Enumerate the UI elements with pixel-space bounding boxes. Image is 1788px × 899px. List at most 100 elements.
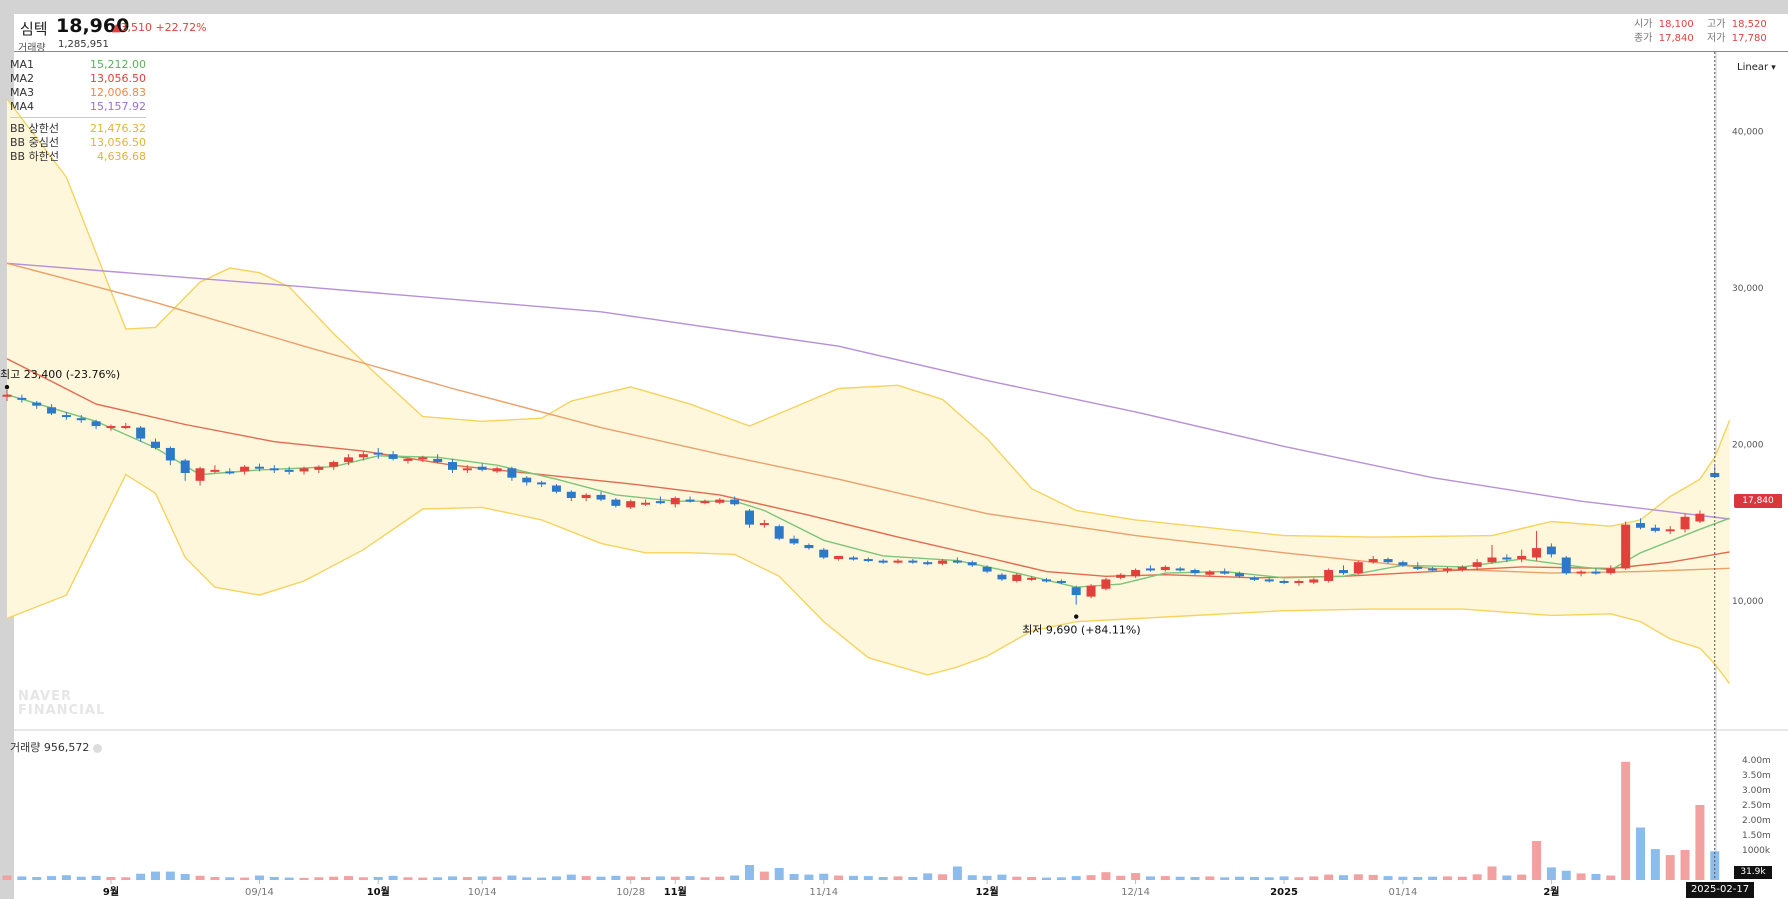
volume-bar-113 (1680, 850, 1690, 880)
candle-91 (1353, 562, 1363, 574)
volume-bar-20 (299, 877, 309, 880)
annotation-marker-0 (4, 384, 10, 390)
x-tick-label-6: 11/14 (809, 887, 838, 898)
volume-bar-103 (1532, 841, 1542, 880)
volume-bar-90 (1339, 875, 1348, 880)
candle-15 (225, 471, 235, 474)
volume-tick-label-2: 2.00m (1742, 816, 1771, 826)
candle-85 (1264, 579, 1274, 582)
legend-ma2[interactable]: MA2 13,056.50 (10, 72, 146, 85)
volume-bar-37 (551, 876, 561, 880)
volume-bar-2 (32, 877, 42, 880)
candle-2 (32, 402, 42, 406)
candle-36 (537, 482, 547, 485)
volume-tick-label-4: 3.00m (1742, 786, 1771, 796)
candle-5 (76, 418, 86, 421)
annotation-label-1: 최저 9,690 (+84.11%) (1022, 624, 1140, 637)
candle-102 (1517, 555, 1527, 560)
volume-bar-68 (1012, 876, 1022, 880)
candle-58 (863, 559, 873, 562)
candle-110 (1636, 523, 1645, 528)
candle-10 (151, 441, 160, 448)
candle-11 (165, 447, 175, 461)
volume-bar-41 (611, 875, 621, 880)
x-tick-label-10: 01/14 (1388, 887, 1417, 898)
candle-7 (106, 426, 116, 429)
candle-25 (373, 452, 383, 455)
volume-bar-93 (1383, 876, 1393, 880)
candle-21 (314, 466, 324, 470)
volume-value: 1,285,951 (58, 39, 109, 50)
volume-bar-39 (581, 876, 591, 880)
volume-bar-56 (834, 875, 844, 880)
candle-26 (388, 454, 398, 459)
volume-bar-70 (1042, 877, 1051, 880)
candle-96 (1428, 568, 1438, 571)
volume-label: 거래량 (18, 43, 46, 54)
candle-88 (1309, 579, 1319, 583)
candle-33 (492, 468, 502, 472)
candle-48 (715, 499, 725, 503)
volume-bar-25 (373, 877, 383, 880)
candle-53 (789, 538, 799, 544)
price-tick-label-3: 40,000 (1732, 127, 1764, 137)
stock-price: 18,960 (56, 15, 130, 37)
annotation-label-0: 최고 23,400 (-23.76%) (0, 368, 120, 381)
bollinger-band-fill (7, 99, 1730, 684)
candle-24 (358, 454, 368, 458)
volume-bar-101 (1502, 875, 1512, 880)
candle-87 (1294, 580, 1304, 583)
bb-lower-line (6, 473, 1731, 685)
volume-bar-59 (878, 877, 888, 880)
legend-bb-lower[interactable]: BB 하한선 4,636.68 (10, 150, 146, 163)
volume-bar-110 (1636, 827, 1645, 880)
settings-dot-icon[interactable] (93, 743, 103, 753)
volume-bar-65 (967, 875, 977, 880)
volume-bar-33 (492, 876, 502, 880)
legend-ma3[interactable]: MA3 12,006.83 (10, 86, 146, 99)
x-tick-label-4: 10/28 (616, 887, 645, 898)
volume-bar-50 (745, 865, 754, 880)
stock-header: 심텍 18,960 ▲3,510 +22.72% 거래량 1,285,951 시… (14, 14, 1788, 54)
volume-bar-64 (952, 866, 962, 880)
volume-bar-44 (655, 876, 665, 880)
volume-bar-67 (997, 874, 1007, 880)
volume-bar-84 (1249, 877, 1259, 880)
volume-bar-107 (1591, 874, 1601, 880)
candle-113 (1680, 516, 1690, 530)
volume-bar-61 (908, 877, 918, 880)
volume-bar-55 (819, 873, 829, 880)
volume-bar-114 (1695, 805, 1705, 880)
legend-ma1[interactable]: MA1 15,212.00 (10, 58, 146, 71)
volume-bar-38 (566, 874, 576, 880)
legend-ma4[interactable]: MA4 15,157.92 (10, 100, 146, 113)
legend-bb-middle[interactable]: BB 중심선 13,056.50 (10, 136, 146, 149)
volume-bar-51 (759, 871, 769, 880)
candle-92 (1368, 559, 1378, 563)
naver-financial-watermark: NAVER FINANCIAL (18, 689, 106, 718)
candle-39 (581, 494, 591, 499)
scale-mode-button[interactable]: Linear ▾ (1737, 62, 1776, 73)
volume-bar-95 (1413, 877, 1423, 880)
volume-bar-66 (982, 875, 992, 880)
volume-bar-21 (314, 877, 324, 880)
x-tick-label-8: 12/14 (1121, 887, 1150, 898)
candle-115 (1710, 472, 1720, 478)
candle-19 (284, 469, 294, 472)
x-tick-label-0: 9월 (103, 886, 119, 898)
candle-103 (1532, 548, 1542, 558)
candle-99 (1472, 562, 1482, 567)
candle-29 (433, 458, 443, 463)
candle-71 (1056, 580, 1066, 583)
candle-57 (848, 557, 858, 560)
volume-bar-11 (165, 871, 175, 880)
volume-bar-34 (507, 875, 517, 880)
candle-16 (240, 466, 250, 472)
volume-bar-60 (893, 876, 903, 880)
legend-bb-upper[interactable]: BB 상한선 21,476.32 (10, 122, 146, 135)
volume-bar-105 (1561, 870, 1571, 880)
volume-bar-97 (1442, 876, 1452, 880)
volume-bar-87 (1294, 877, 1304, 880)
volume-bar-13 (195, 875, 205, 880)
